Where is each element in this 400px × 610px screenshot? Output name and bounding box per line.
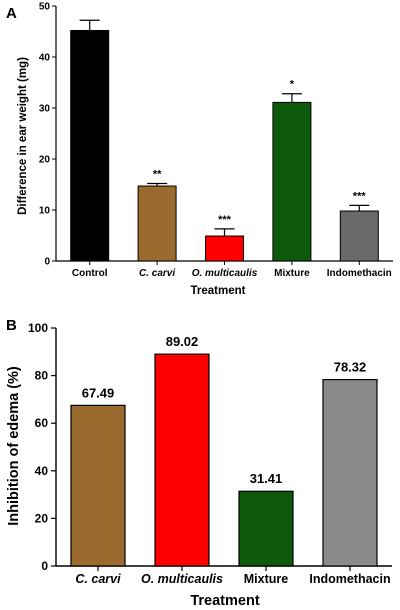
panel-b-value-label: 67.49 (82, 385, 115, 400)
panel-b-bar (70, 404, 126, 567)
panel-a-ylabel: Difference in ear weight (mg) (17, 57, 29, 215)
panel-b-category-label: C. carvi (75, 572, 121, 586)
panel-b-y-tick-label: 60 (35, 416, 49, 430)
panel-a-chart: 0 10 20 30 40 50 Control C. carvi ** O. multicaul… (39, 2, 393, 279)
panel-a-y-tick-label: 50 (39, 2, 51, 13)
panel-a-bar (205, 235, 244, 262)
panel-a-category-label: Mixture (274, 268, 310, 279)
panel-b-category-label: O. multicaulis (141, 572, 223, 586)
panel-a-xlabel: Treatment (191, 285, 246, 297)
panel-a-letter: A (6, 5, 17, 22)
panel-b-letter: B (6, 317, 17, 334)
panel-b-bar (238, 490, 294, 567)
panel-a-bar (272, 101, 312, 262)
panel-b-category-label: Indomethacin (309, 572, 390, 586)
panel-b-value-label: 31.41 (250, 471, 283, 486)
panel-b-chart: 0 20 40 60 80 100 C. carvi 67.49 O. multicaulis 8… (28, 321, 392, 586)
panel-a-y-tick-label: 30 (39, 104, 51, 115)
panel-a-bar (339, 210, 379, 262)
panel-a-y-tick-label: 40 (39, 53, 51, 64)
panel-a-y-tick-label: 20 (39, 155, 51, 166)
panel-b-category-label: Mixture (244, 572, 289, 586)
panel-a-category-label: C. carvi (139, 268, 175, 279)
panel-a-category-label: Control (72, 268, 108, 279)
panel-a-category-label: O. multicaulis (192, 268, 258, 279)
panel-b-value-label: 89.02 (166, 334, 199, 349)
panel-b-value-label: 78.32 (334, 360, 367, 375)
panel-a-significance-label: *** (218, 214, 232, 226)
panel-a-bar (70, 29, 110, 262)
panel-a-significance-label: *** (353, 190, 367, 202)
panel-a-category-label: Indomethacin (327, 268, 392, 279)
panel-b-ylabel: Inhibition of edema (%) (6, 366, 22, 526)
panel-b-y-tick-label: 80 (35, 369, 49, 383)
panel-a-y-tick-label: 0 (44, 257, 50, 268)
panel-b-bar (322, 378, 378, 567)
panel-b-y-tick-label: 20 (35, 511, 49, 525)
panel-b-y-tick-label: 0 (41, 559, 48, 573)
panel-a-significance-label: ** (153, 168, 162, 180)
panel-b-y-tick-label: 100 (28, 321, 48, 335)
panel-b-xlabel: Treatment (190, 593, 259, 609)
panel-a-significance-label: * (290, 79, 295, 91)
panel-a-y-tick-label: 10 (39, 206, 51, 217)
panel-b-y-tick-label: 40 (35, 464, 49, 478)
panel-b-bar (154, 353, 210, 567)
panel-a-bar (137, 185, 177, 262)
